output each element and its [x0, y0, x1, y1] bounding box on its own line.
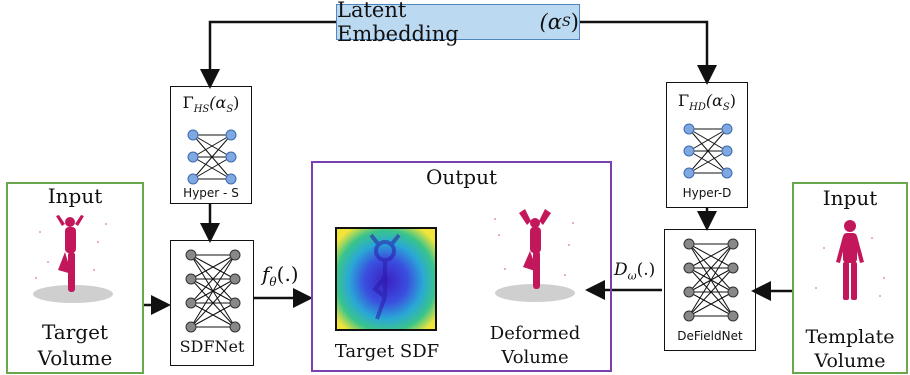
input-left-caption-line1: Target — [42, 320, 108, 344]
latent-close: ) — [570, 10, 579, 34]
sdfnet-caption: SDFNet — [179, 337, 245, 356]
latent-embedding-box: Latent Embedding (α S) — [336, 0, 580, 46]
input-right-title: Input — [822, 186, 878, 210]
input-left-caption-line2: Volume — [37, 346, 113, 370]
hyper-d-formula: ΓHD(αS) — [677, 91, 736, 114]
defieldnet-box: DeFieldNet — [664, 229, 756, 351]
hyper-d-caption: Hyper-D — [682, 186, 732, 200]
hyper-d-box: ΓHD(αS) Hyper-D — [666, 82, 748, 208]
deformed-caption-line1: Deformed — [489, 323, 581, 344]
input-right-caption-line1: Template — [805, 326, 895, 348]
defieldnet-caption: DeFieldNet — [677, 329, 743, 343]
hyper-s-formula: ΓHS(αS) — [182, 93, 240, 116]
sdfnet-box: SDFNet — [170, 240, 254, 366]
sdfnet-network-icon — [185, 249, 241, 333]
input-left-title: Input — [47, 184, 103, 208]
output-title: Output — [425, 165, 498, 189]
latent-label: Latent Embedding — [337, 0, 459, 46]
arrow-latent-to-hyper-s — [200, 20, 336, 89]
f-theta-label: fθ(.) — [262, 262, 299, 289]
deformed-caption-line2: Volume — [501, 347, 569, 368]
target-sdf-caption: Target SDF — [334, 341, 440, 362]
latent-sub: S — [561, 14, 571, 30]
hyper-s-box: ΓHS(αS) Hyper - S — [170, 86, 252, 204]
hyper-s-caption: Hyper - S — [183, 186, 239, 200]
deformed-volume-figure — [494, 209, 575, 302]
latent-symbol: (α — [539, 10, 562, 34]
template-volume-figure — [815, 220, 885, 300]
hyper-s-network-icon — [187, 129, 237, 185]
target-sdf-image — [335, 227, 437, 331]
target-volume-figure — [33, 215, 113, 303]
input-left-panel: Input Target Volume — [6, 182, 144, 374]
output-panel: Output Target SDF — [311, 161, 612, 372]
input-right-panel: Input Template Volume — [792, 182, 908, 374]
hyper-d-network-icon — [683, 123, 733, 179]
input-right-caption-line2: Volume — [814, 350, 886, 372]
arrow-latent-to-hyper-d — [580, 20, 717, 85]
defieldnet-network-icon — [683, 238, 739, 322]
d-omega-label: Dω(.) — [614, 260, 656, 283]
